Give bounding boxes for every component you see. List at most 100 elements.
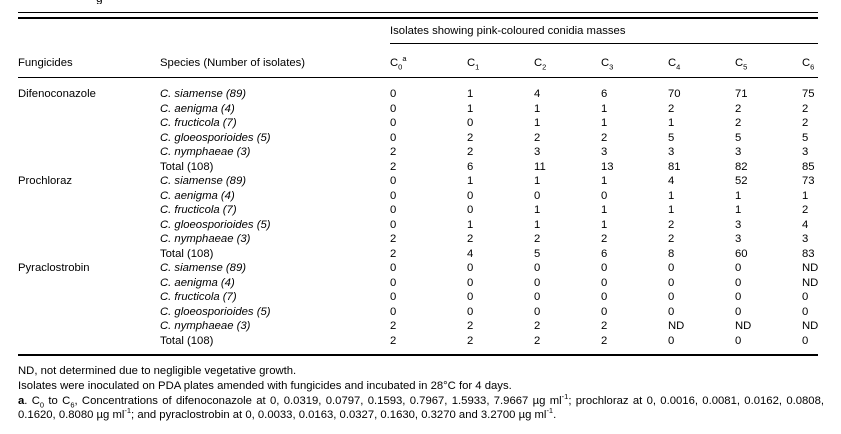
table-row: C. gloeosporioides (5) 0 1 1 1 2 3 4 (18, 218, 818, 233)
table-row: C. fructicola (7) 0 0 1 1 1 2 2 (18, 116, 818, 131)
value-cell-c1: 2 (467, 320, 474, 332)
species-cell: Total (108) (160, 334, 214, 347)
value-cell-c5: 1 (735, 189, 742, 202)
species-cell: C. gloeosporioides (5) (160, 218, 271, 231)
value-cell-c6: 3 (802, 233, 809, 245)
species-cell: C. nymphaeae (3) (160, 146, 251, 158)
value-cell-c3: 1 (601, 204, 608, 216)
value-cell-c6: 75 (802, 88, 815, 100)
footnote-segment: 6 (70, 399, 75, 409)
value-cell-c3: 1 (601, 218, 608, 231)
species-cell: C. siamense (89) (160, 88, 247, 100)
value-cell-c4: 4 (668, 175, 675, 187)
value-cell-c1: 0 (467, 291, 474, 303)
table-row: C. nymphaeae (3) 2 2 2 2 ND ND ND (18, 319, 818, 334)
footnote-segment: to C (44, 394, 71, 407)
value-cell-c2: 2 (534, 320, 541, 332)
footnote-segment: -1 (124, 406, 132, 416)
fungicide-sensitivity-table: Isolates showing pink-coloured conidia m… (18, 19, 818, 356)
value-cell-c5: 3 (735, 218, 742, 231)
value-cell-c3: 0 (601, 189, 608, 202)
value-cell-c0: 0 (390, 204, 397, 216)
spanner-header: Isolates showing pink-coloured conidia m… (390, 19, 818, 44)
species-cell: C. aenigma (4) (160, 102, 235, 115)
table-row: C. nymphaeae (3) 2 2 3 3 3 3 3 (18, 145, 818, 160)
value-cell-c2: 1 (534, 102, 541, 115)
value-cell-c5: 1 (735, 204, 742, 216)
species-cell: C. fructicola (7) (160, 291, 237, 303)
value-cell-c4: 0 (668, 291, 675, 303)
value-cell-c5: 52 (735, 175, 748, 187)
value-cell-c3: 2 (601, 233, 608, 245)
value-cell-c4: 0 (668, 334, 675, 347)
species-cell: C. fructicola (7) (160, 204, 237, 216)
value-cell-c2: 2 (534, 131, 541, 144)
value-cell-c3: 0 (601, 262, 608, 274)
value-cell-c0: 0 (390, 305, 397, 318)
footnote-segment: ; and pyraclostrobin at 0, 0.0033, 0.016… (131, 409, 547, 422)
value-cell-c6: 0 (802, 305, 809, 318)
value-cell-c6: 2 (802, 117, 809, 129)
value-cell-c0: 0 (390, 175, 397, 187)
value-cell-c5: 2 (735, 117, 742, 129)
table-row: Pyraclostrobin C. siamense (89) 0 0 0 0 0 0 ND (18, 261, 818, 276)
table-row: Prochloraz C. siamense (89) 0 1 1 1 4 52 73 (18, 174, 818, 189)
value-cell-c5: 60 (735, 247, 748, 260)
value-cell-c1: 2 (467, 334, 474, 347)
fungicide-cell: Pyraclostrobin (18, 262, 90, 274)
value-cell-c0: 2 (390, 160, 397, 173)
table-row: C. aenigma (4) 0 0 0 0 1 1 1 (18, 189, 818, 204)
table-row: C. fructicola (7) 0 0 1 1 1 1 2 (18, 203, 818, 218)
value-cell-c0: 2 (390, 233, 397, 245)
fungicide-cell (18, 102, 160, 117)
species-cell: C. gloeosporioides (5) (160, 131, 271, 144)
table-row: Total (108) 2 4 5 6 8 60 83 (18, 247, 818, 262)
col-header-species: Species (Number of isolates) (160, 43, 390, 78)
value-cell-c4: 70 (668, 88, 681, 100)
value-cell-c0: 2 (390, 146, 397, 158)
value-cell-c6: 85 (802, 160, 815, 173)
value-cell-c1: 0 (467, 262, 474, 274)
value-cell-c0: 0 (390, 218, 397, 231)
value-cell-c0: 0 (390, 276, 397, 289)
value-cell-c4: 0 (668, 276, 675, 289)
value-cell-c0: 0 (390, 131, 397, 144)
table-top-double-rule (18, 12, 818, 19)
value-cell-c6: ND (802, 320, 819, 332)
value-cell-c1: 0 (467, 305, 474, 318)
value-cell-c2: 0 (534, 262, 541, 274)
species-cell: C. nymphaeae (3) (160, 233, 251, 245)
value-cell-c3: 0 (601, 305, 608, 318)
table-row: C. nymphaeae (3) 2 2 2 2 2 3 3 (18, 232, 818, 247)
col-header-c5: C5 (735, 43, 802, 78)
value-cell-c5: 0 (735, 305, 742, 318)
footnote-concentrations: a. C0 to C6, Concentrations of difenocon… (18, 393, 824, 424)
value-cell-c2: 2 (534, 334, 541, 347)
value-cell-c6: 4 (802, 218, 809, 231)
value-cell-c4: 0 (668, 305, 675, 318)
value-cell-c6: 73 (802, 175, 815, 187)
value-cell-c2: 11 (534, 160, 546, 173)
value-cell-c4: 3 (668, 146, 675, 158)
value-cell-c4: 1 (668, 117, 675, 129)
fungicide-cell (18, 305, 160, 320)
value-cell-c4: 5 (668, 131, 675, 144)
fungicide-cell: Prochloraz (18, 175, 72, 187)
spanner-header-row: Isolates showing pink-coloured conidia m… (18, 19, 818, 44)
table-row: Difenoconazole C. siamense (89) 0 1 4 6 70 71 75 (18, 78, 818, 102)
value-cell-c3: 2 (601, 334, 608, 347)
value-cell-c0: 0 (390, 291, 397, 303)
table-row: Total (108) 2 6 11 13 81 82 85 (18, 160, 818, 175)
value-cell-c1: 6 (467, 160, 474, 173)
value-cell-c1: 4 (467, 247, 474, 260)
species-cell: C. nymphaeae (3) (160, 320, 251, 332)
col-header-c4: C4 (668, 43, 735, 78)
value-cell-c6: 2 (802, 102, 809, 115)
value-cell-c1: 1 (467, 218, 474, 231)
value-cell-c4: 1 (668, 189, 675, 202)
col-header-c0: C0a (390, 43, 467, 78)
value-cell-c1: 2 (467, 233, 474, 245)
value-cell-c6: ND (802, 276, 819, 289)
value-cell-c2: 0 (534, 276, 541, 289)
